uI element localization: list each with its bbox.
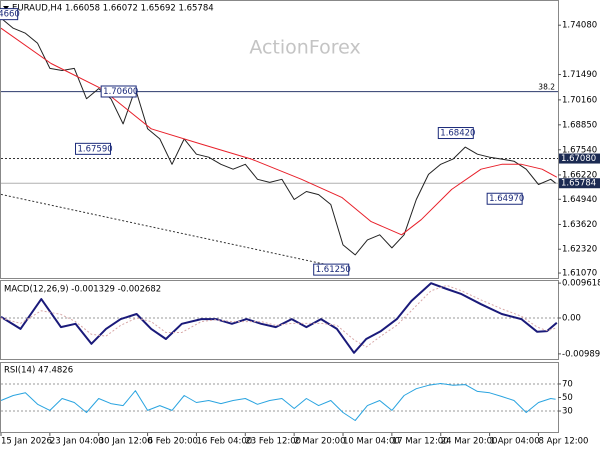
- annotation-label: 1.70600: [103, 87, 138, 97]
- x-tick-label: 8 Apr 12:00: [538, 437, 588, 447]
- annotation-label: 1.61250: [316, 265, 351, 275]
- x-tick-label: 16 Feb 04:00: [196, 437, 252, 447]
- series-line: [0, 282, 558, 354]
- annotation-label: 1.64970: [489, 194, 524, 204]
- y-tick-label: 1.66220: [562, 170, 597, 180]
- y-tick-label: 1.74080: [562, 21, 597, 31]
- y-tick-label: 1.71490: [562, 70, 597, 80]
- annotation-box: [100, 85, 137, 98]
- annotation-box: [75, 142, 112, 155]
- watermark: ActionForex: [249, 37, 360, 59]
- x-tick-label: 10 Mar 04:00: [343, 437, 400, 447]
- macd-title: MACD(12,26,9) -0.001329 -0.002682: [4, 285, 161, 295]
- series-line: [0, 383, 556, 421]
- annotation-box: [313, 263, 350, 276]
- series-line: [0, 284, 557, 348]
- macd-panel-frame: [0, 280, 559, 360]
- y-tick-label: 30: [562, 407, 573, 417]
- y-tick-label: 1.64940: [562, 195, 597, 205]
- annotation-label: 1.67590: [78, 144, 113, 154]
- y-tick-label: 0.009618: [562, 279, 600, 289]
- annotation-box: [0, 8, 19, 21]
- y-tick-label: 1.67540: [562, 145, 597, 155]
- price-label-box: [559, 178, 600, 189]
- y-tick-label: 0.00: [562, 314, 581, 324]
- annotation-label: 1.74660: [0, 10, 20, 20]
- y-tick-label: 1.62320: [562, 245, 597, 255]
- y-tick-label: 1.68850: [562, 120, 597, 130]
- level-label: 38.2: [538, 83, 555, 92]
- rsi-title: RSI(14) 47.4826: [4, 366, 73, 376]
- main-panel-frame: [0, 0, 559, 279]
- x-tick-label: 1 Apr 04:00: [490, 437, 540, 447]
- x-tick-label: 23 Feb 12:00: [245, 437, 301, 447]
- x-tick-label: 15 Jan 2026: [1, 437, 52, 447]
- annotation-label: 1.68420: [440, 129, 475, 139]
- y-tick-label: 70: [562, 379, 573, 389]
- y-tick-label: 1.61070: [562, 269, 597, 279]
- menu-triangle: [3, 6, 9, 10]
- y-tick-label: 1.70160: [562, 95, 597, 105]
- x-tick-label: 23 Jan 04:00: [50, 437, 104, 447]
- annotation-box: [437, 127, 474, 140]
- price-label: 1.65784: [561, 179, 596, 189]
- x-tick-label: 2 Mar 20:00: [294, 437, 345, 447]
- series-line: [0, 27, 558, 236]
- trend-line: [0, 193, 342, 269]
- y-tick-label: 50: [562, 393, 573, 403]
- x-tick-label: 6 Feb 20:00: [148, 437, 198, 447]
- x-tick-label: 30 Jan 12:00: [99, 437, 153, 447]
- y-tick-label: -0.009892: [562, 349, 600, 359]
- price-label: 1.67080: [561, 154, 596, 164]
- series-line: [0, 17, 556, 256]
- price-label-box: [559, 153, 600, 164]
- chart-title: EURAUD,H4 1.66058 1.66072 1.65692 1.6578…: [12, 4, 214, 14]
- annotation-box: [486, 192, 523, 205]
- x-tick-label: 17 Mar 12:00: [392, 437, 449, 447]
- rsi-panel-frame: [0, 362, 559, 433]
- x-tick-label: 24 Mar 20:00: [441, 437, 498, 447]
- y-tick-label: 1.63620: [562, 220, 597, 230]
